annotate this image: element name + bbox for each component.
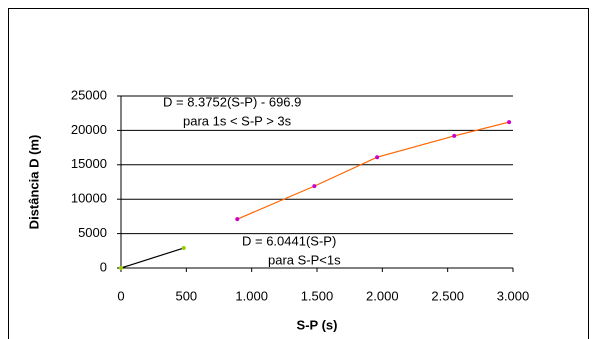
- x-tick-label: 2.500: [431, 288, 464, 303]
- data-point: [235, 217, 240, 222]
- chart-area: [8, 8, 589, 339]
- data-point: [452, 133, 457, 138]
- data-point: [312, 184, 317, 189]
- data-point: [181, 246, 186, 251]
- y-tick-label: 10000: [71, 191, 107, 206]
- y-axis-title: Distância D (m): [26, 135, 41, 230]
- annotation: D = 8.3752(S-P) - 696.9: [163, 94, 301, 109]
- annotation: para S-P<1s: [268, 252, 341, 267]
- y-tick-label: 25000: [71, 87, 107, 102]
- y-tick-label: 5000: [78, 225, 107, 240]
- y-tick-label: 20000: [71, 122, 107, 137]
- plot-area: 0 5000 10000 15000 20000 25000 0 500 1.000 1.500 2…: [71, 87, 529, 303]
- x-tick-label: 1.500: [301, 288, 334, 303]
- data-point: [119, 266, 123, 270]
- x-tick-label: 1.000: [235, 288, 268, 303]
- series-line: [120, 247, 184, 269]
- x-tick-label: 500: [175, 288, 197, 303]
- annotation: D = 6.0441(S-P): [242, 233, 336, 248]
- x-tick-label: 3.000: [497, 288, 530, 303]
- y-tick-label: 15000: [71, 156, 107, 171]
- data-point: [507, 120, 512, 125]
- x-axis-title: S-P (s): [297, 317, 338, 332]
- x-tick-label: 0: [117, 288, 124, 303]
- data-point: [375, 155, 380, 160]
- annotation: para 1s < S-P > 3s: [183, 113, 292, 128]
- x-tick-label: 2.000: [366, 288, 399, 303]
- y-tick-label: 0: [100, 259, 107, 274]
